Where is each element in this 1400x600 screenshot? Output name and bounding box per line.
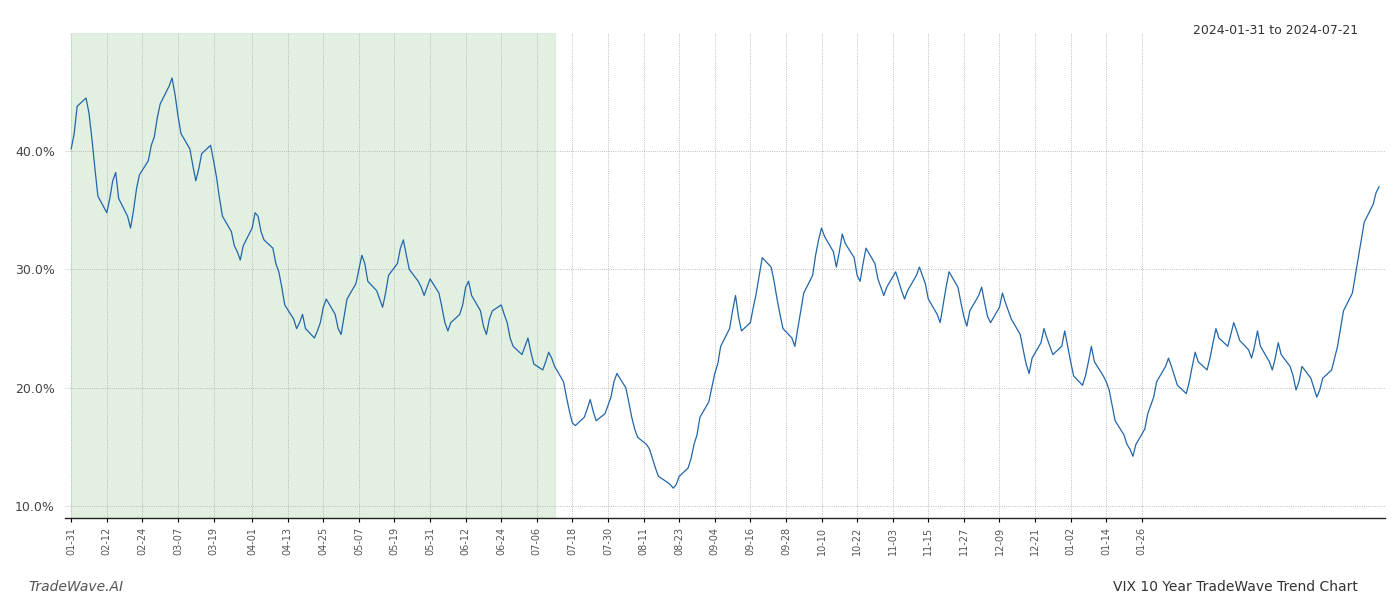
Bar (71, 33, 554, 518)
Text: 2024-01-31 to 2024-07-21: 2024-01-31 to 2024-07-21 (1193, 24, 1358, 37)
Text: VIX 10 Year TradeWave Trend Chart: VIX 10 Year TradeWave Trend Chart (1113, 580, 1358, 594)
Text: TradeWave.AI: TradeWave.AI (28, 580, 123, 594)
